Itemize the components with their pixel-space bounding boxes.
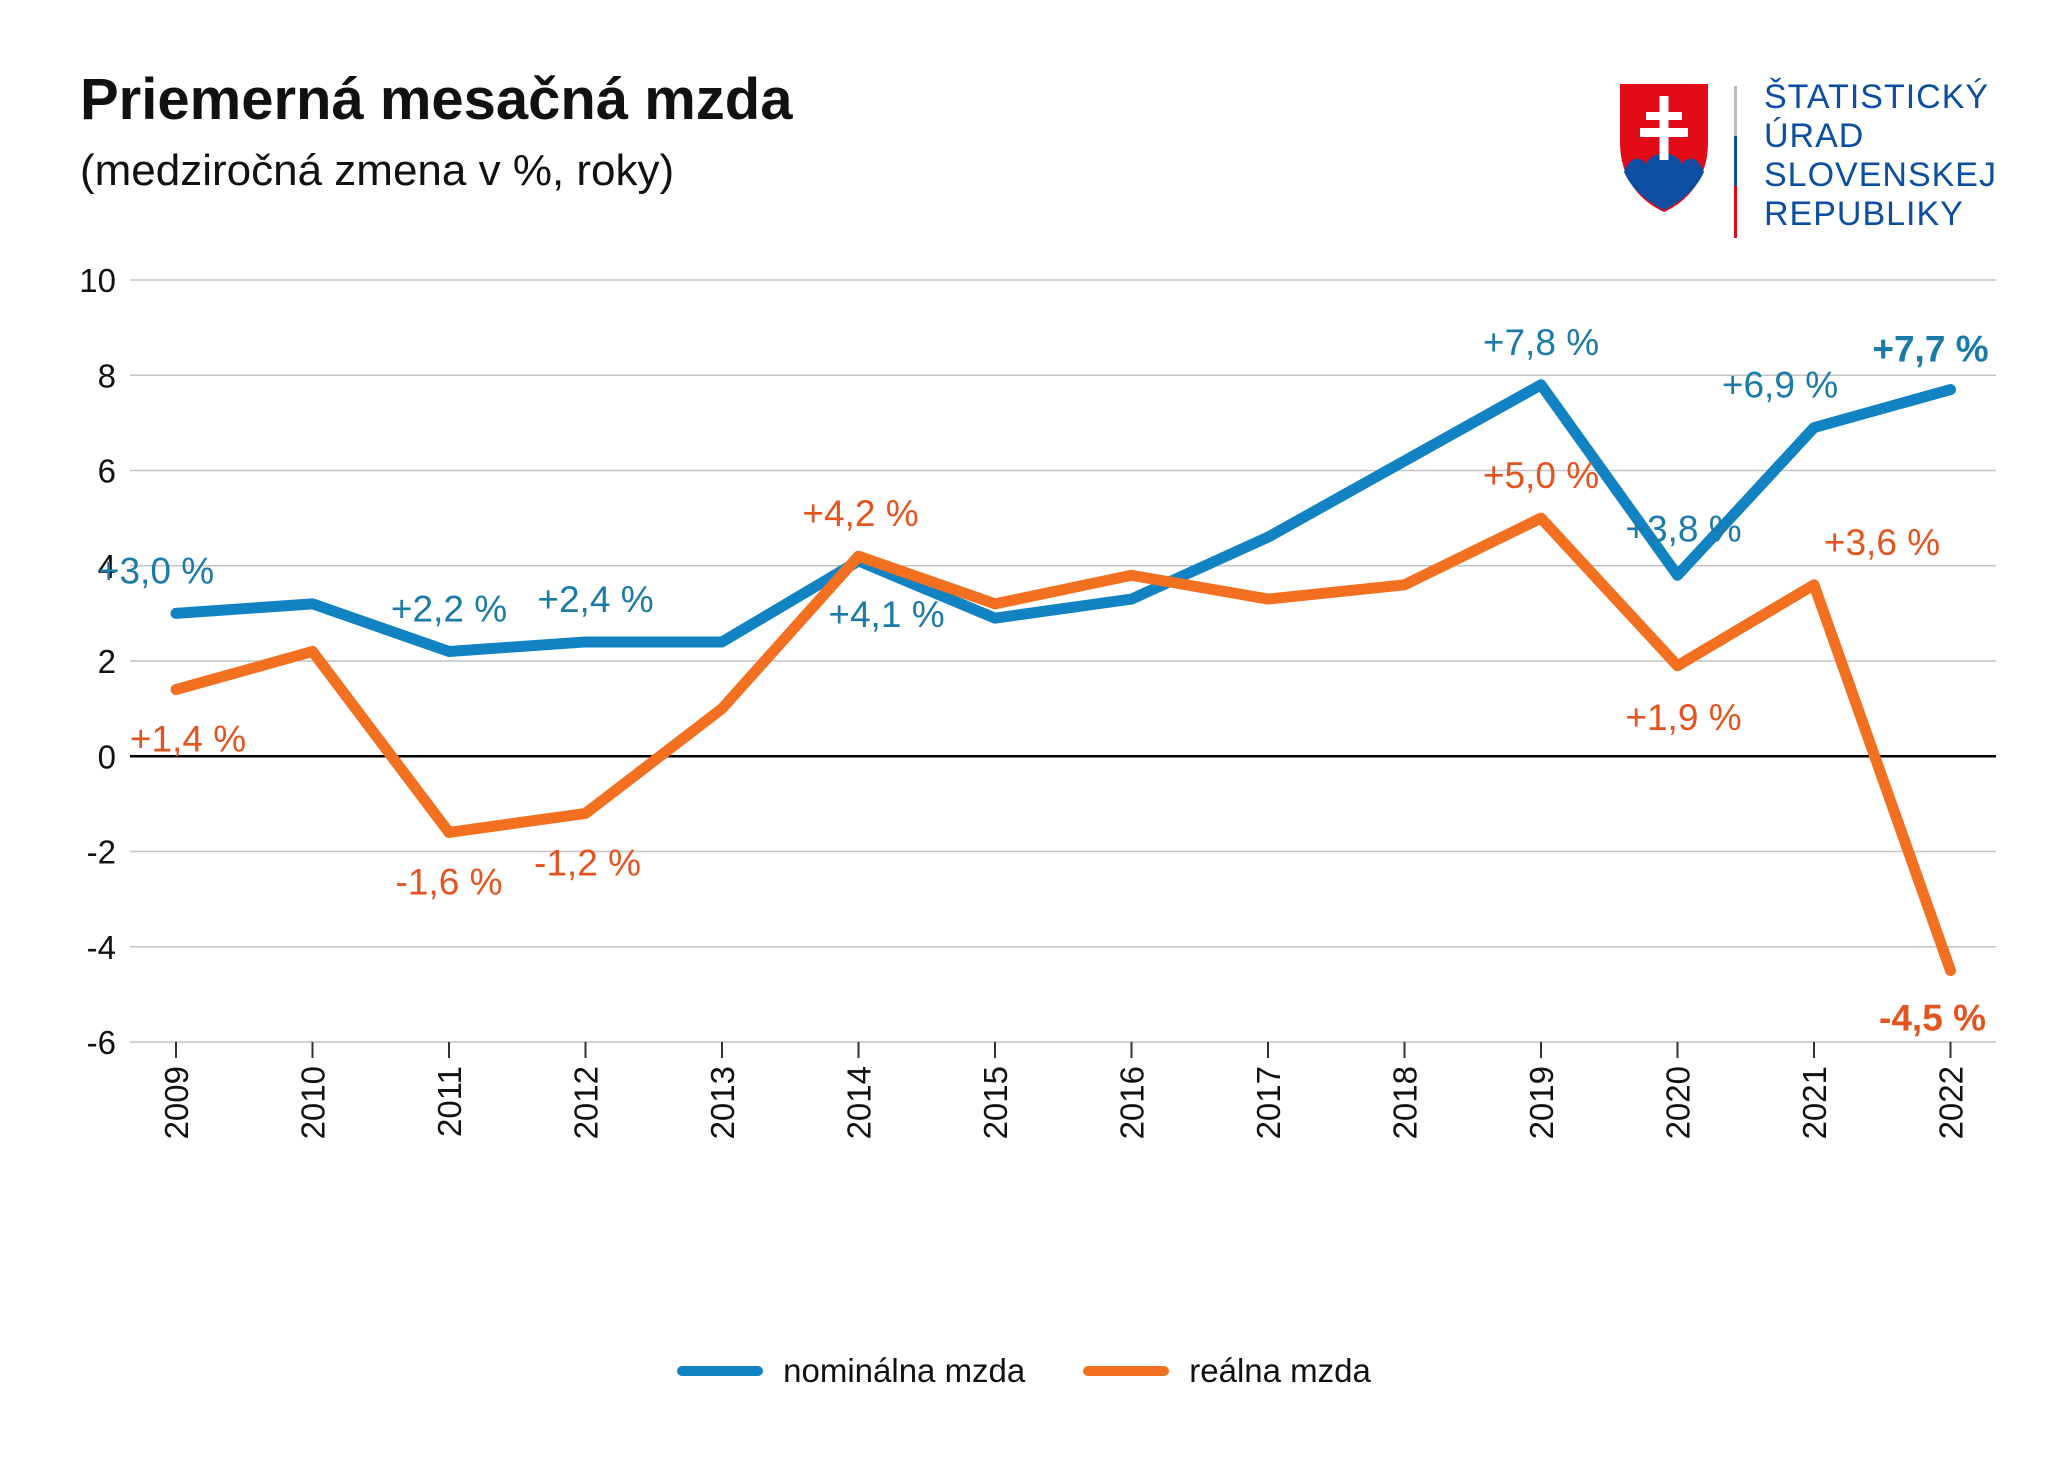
data-label-real: +1,4 %: [130, 719, 246, 760]
logo-separator-top: [1734, 86, 1737, 136]
legend-item-nominal: nominálna mzda: [677, 1352, 1025, 1390]
data-label-nominal: +7,7 %: [1872, 329, 1988, 370]
data-label-real: +4,2 %: [802, 493, 918, 534]
x-tick-label: 2021: [1796, 1066, 1833, 1139]
data-label-real: +5,0 %: [1483, 455, 1599, 496]
coat-of-arms-mountains: [1624, 153, 1704, 210]
data-label-nominal: +2,2 %: [391, 588, 507, 629]
x-tick-label: 2018: [1387, 1066, 1424, 1139]
x-tick-label: 2019: [1523, 1066, 1560, 1139]
data-label-real: +1,9 %: [1625, 697, 1741, 738]
x-tick-label: 2020: [1660, 1066, 1697, 1139]
data-label-nominal: +2,4 %: [537, 579, 653, 620]
legend-swatch-nominal: [677, 1366, 764, 1376]
data-label-real: -4,5 %: [1879, 998, 1986, 1039]
y-tick-label: -2: [87, 834, 116, 871]
x-tick-label: 2011: [431, 1066, 468, 1137]
legend-label-real: reálna mzda: [1189, 1352, 1371, 1389]
data-label-nominal: +3,0 %: [98, 550, 214, 591]
y-tick-label: 8: [98, 357, 116, 394]
x-tick-label: 2014: [841, 1066, 878, 1139]
x-tick-label: 2016: [1114, 1066, 1151, 1139]
y-tick-label: -6: [87, 1024, 116, 1061]
logo-wordmark: ŠTATISTICKÝ ÚRAD SLOVENSKEJ REPUBLIKY: [1764, 78, 1997, 234]
y-tick-label: 10: [79, 262, 116, 299]
x-tick-label: 2015: [977, 1066, 1014, 1139]
x-tick-label: 2009: [158, 1066, 195, 1139]
logo-line: ŠTATISTICKÝ: [1764, 78, 1990, 116]
chart-legend: nominálna mzda reálna mzda: [0, 1352, 2048, 1390]
logo-line: SLOVENSKEJ: [1764, 156, 1997, 194]
coat-of-arms-cross-lower-bar: [1640, 128, 1688, 137]
x-tick-label: 2012: [568, 1066, 605, 1139]
data-label-nominal: +4,1 %: [828, 594, 944, 635]
legend-swatch-real: [1083, 1366, 1170, 1376]
x-tick-label: 2017: [1250, 1066, 1287, 1139]
logo-separator-bottom: [1734, 186, 1737, 238]
logo-line: REPUBLIKY: [1764, 195, 1964, 233]
x-tick-label: 2022: [1933, 1066, 1970, 1139]
y-tick-label: 4: [98, 548, 116, 585]
legend-label-nominal: nominálna mzda: [783, 1352, 1026, 1389]
x-tick-label: 2013: [704, 1066, 741, 1139]
y-tick-label: -4: [87, 929, 116, 966]
y-tick-label: 2: [98, 643, 116, 680]
legend-item-real: reálna mzda: [1083, 1352, 1371, 1390]
y-tick-label: 0: [98, 738, 116, 775]
data-label-real: +3,6 %: [1824, 522, 1940, 563]
data-label-nominal: +3,8 %: [1625, 508, 1741, 549]
x-tick-label: 2010: [295, 1066, 332, 1139]
logo-line: ÚRAD: [1764, 117, 1865, 155]
series-line-real: [170, 512, 1956, 977]
data-label-nominal: +7,8 %: [1483, 322, 1599, 363]
series-line-nominal: [170, 379, 1956, 657]
data-label-real: -1,2 %: [534, 842, 641, 883]
data-label-real: -1,6 %: [396, 861, 503, 902]
y-tick-label: 6: [98, 453, 116, 490]
coat-of-arms-cross-upper-bar: [1646, 112, 1682, 120]
chart-subtitle: (medziročná zmena v %, roky): [80, 146, 675, 195]
logo-separator-middle: [1734, 136, 1737, 186]
chart-title: Priemerná mesačná mzda: [80, 67, 793, 132]
data-label-nominal: +6,9 %: [1722, 365, 1838, 406]
coat-of-arms-logo: [1620, 84, 1737, 238]
